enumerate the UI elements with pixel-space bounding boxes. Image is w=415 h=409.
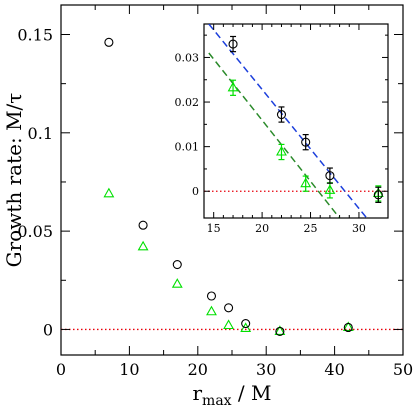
y-tick-label: 0.05 [17,222,53,241]
inset-plot: 15 20 25 30 0 0.01 0.02 0.03 [175,23,389,235]
inset-triangle-point [300,177,312,188]
inset-triangle-point [276,145,287,156]
circle-point [206,291,217,301]
y-axis-title: Growth rate: M/τ [2,93,26,268]
inset-plot-frame [203,23,389,219]
inset-circle-point [228,39,238,49]
circle-point [138,220,148,230]
x-tick-label: 10 [119,360,139,379]
inset-triangle-point [227,81,239,92]
inset-fit-line-circles [208,24,368,218]
circle-point [275,326,285,336]
x-tick-label: 20 [188,360,208,379]
inset-circle-point [276,109,287,120]
inset-x-tick-label: 30 [352,222,366,235]
triangle-point [171,278,183,288]
circle-point [172,260,182,270]
circle-point [224,303,234,313]
circle-point [241,318,251,329]
triangle-point [137,240,149,251]
y-tick-label: 0.1 [28,124,53,143]
inset-x-tick-label: 15 [207,222,221,235]
inset-x-tick-label: 20 [255,222,269,235]
inset-x-tick-label: 25 [304,222,318,235]
x-tick-label: 50 [393,360,413,379]
inset-y-tick-label: 0.02 [175,96,200,109]
x-tick-label: 0 [56,360,66,379]
inset-y-tick-label: 0.01 [175,141,200,154]
circle-point [343,322,353,333]
x-axis-title: rmax / M [192,381,271,409]
y-tick-label: 0.15 [17,25,53,44]
circle-point [104,37,114,47]
x-tick-label: 30 [256,360,276,379]
triangle-point [223,319,235,330]
triangle-point [103,187,115,198]
inset-circle-point [373,190,383,200]
main-plot: 0 10 20 30 40 50 0 0.05 0.1 0.15 [17,4,413,379]
x-tick-label: 40 [324,360,344,379]
inset-y-tick-label: 0 [192,185,199,198]
triangle-point [342,321,354,332]
inset-circle-point [301,137,311,147]
inset-triangle-point [324,184,336,194]
inset-y-tick-label: 0.03 [175,51,200,64]
inset-circle-point [325,171,335,181]
y-tick-label: 0 [43,320,53,339]
triangle-point [274,325,286,335]
triangle-point [206,305,217,316]
